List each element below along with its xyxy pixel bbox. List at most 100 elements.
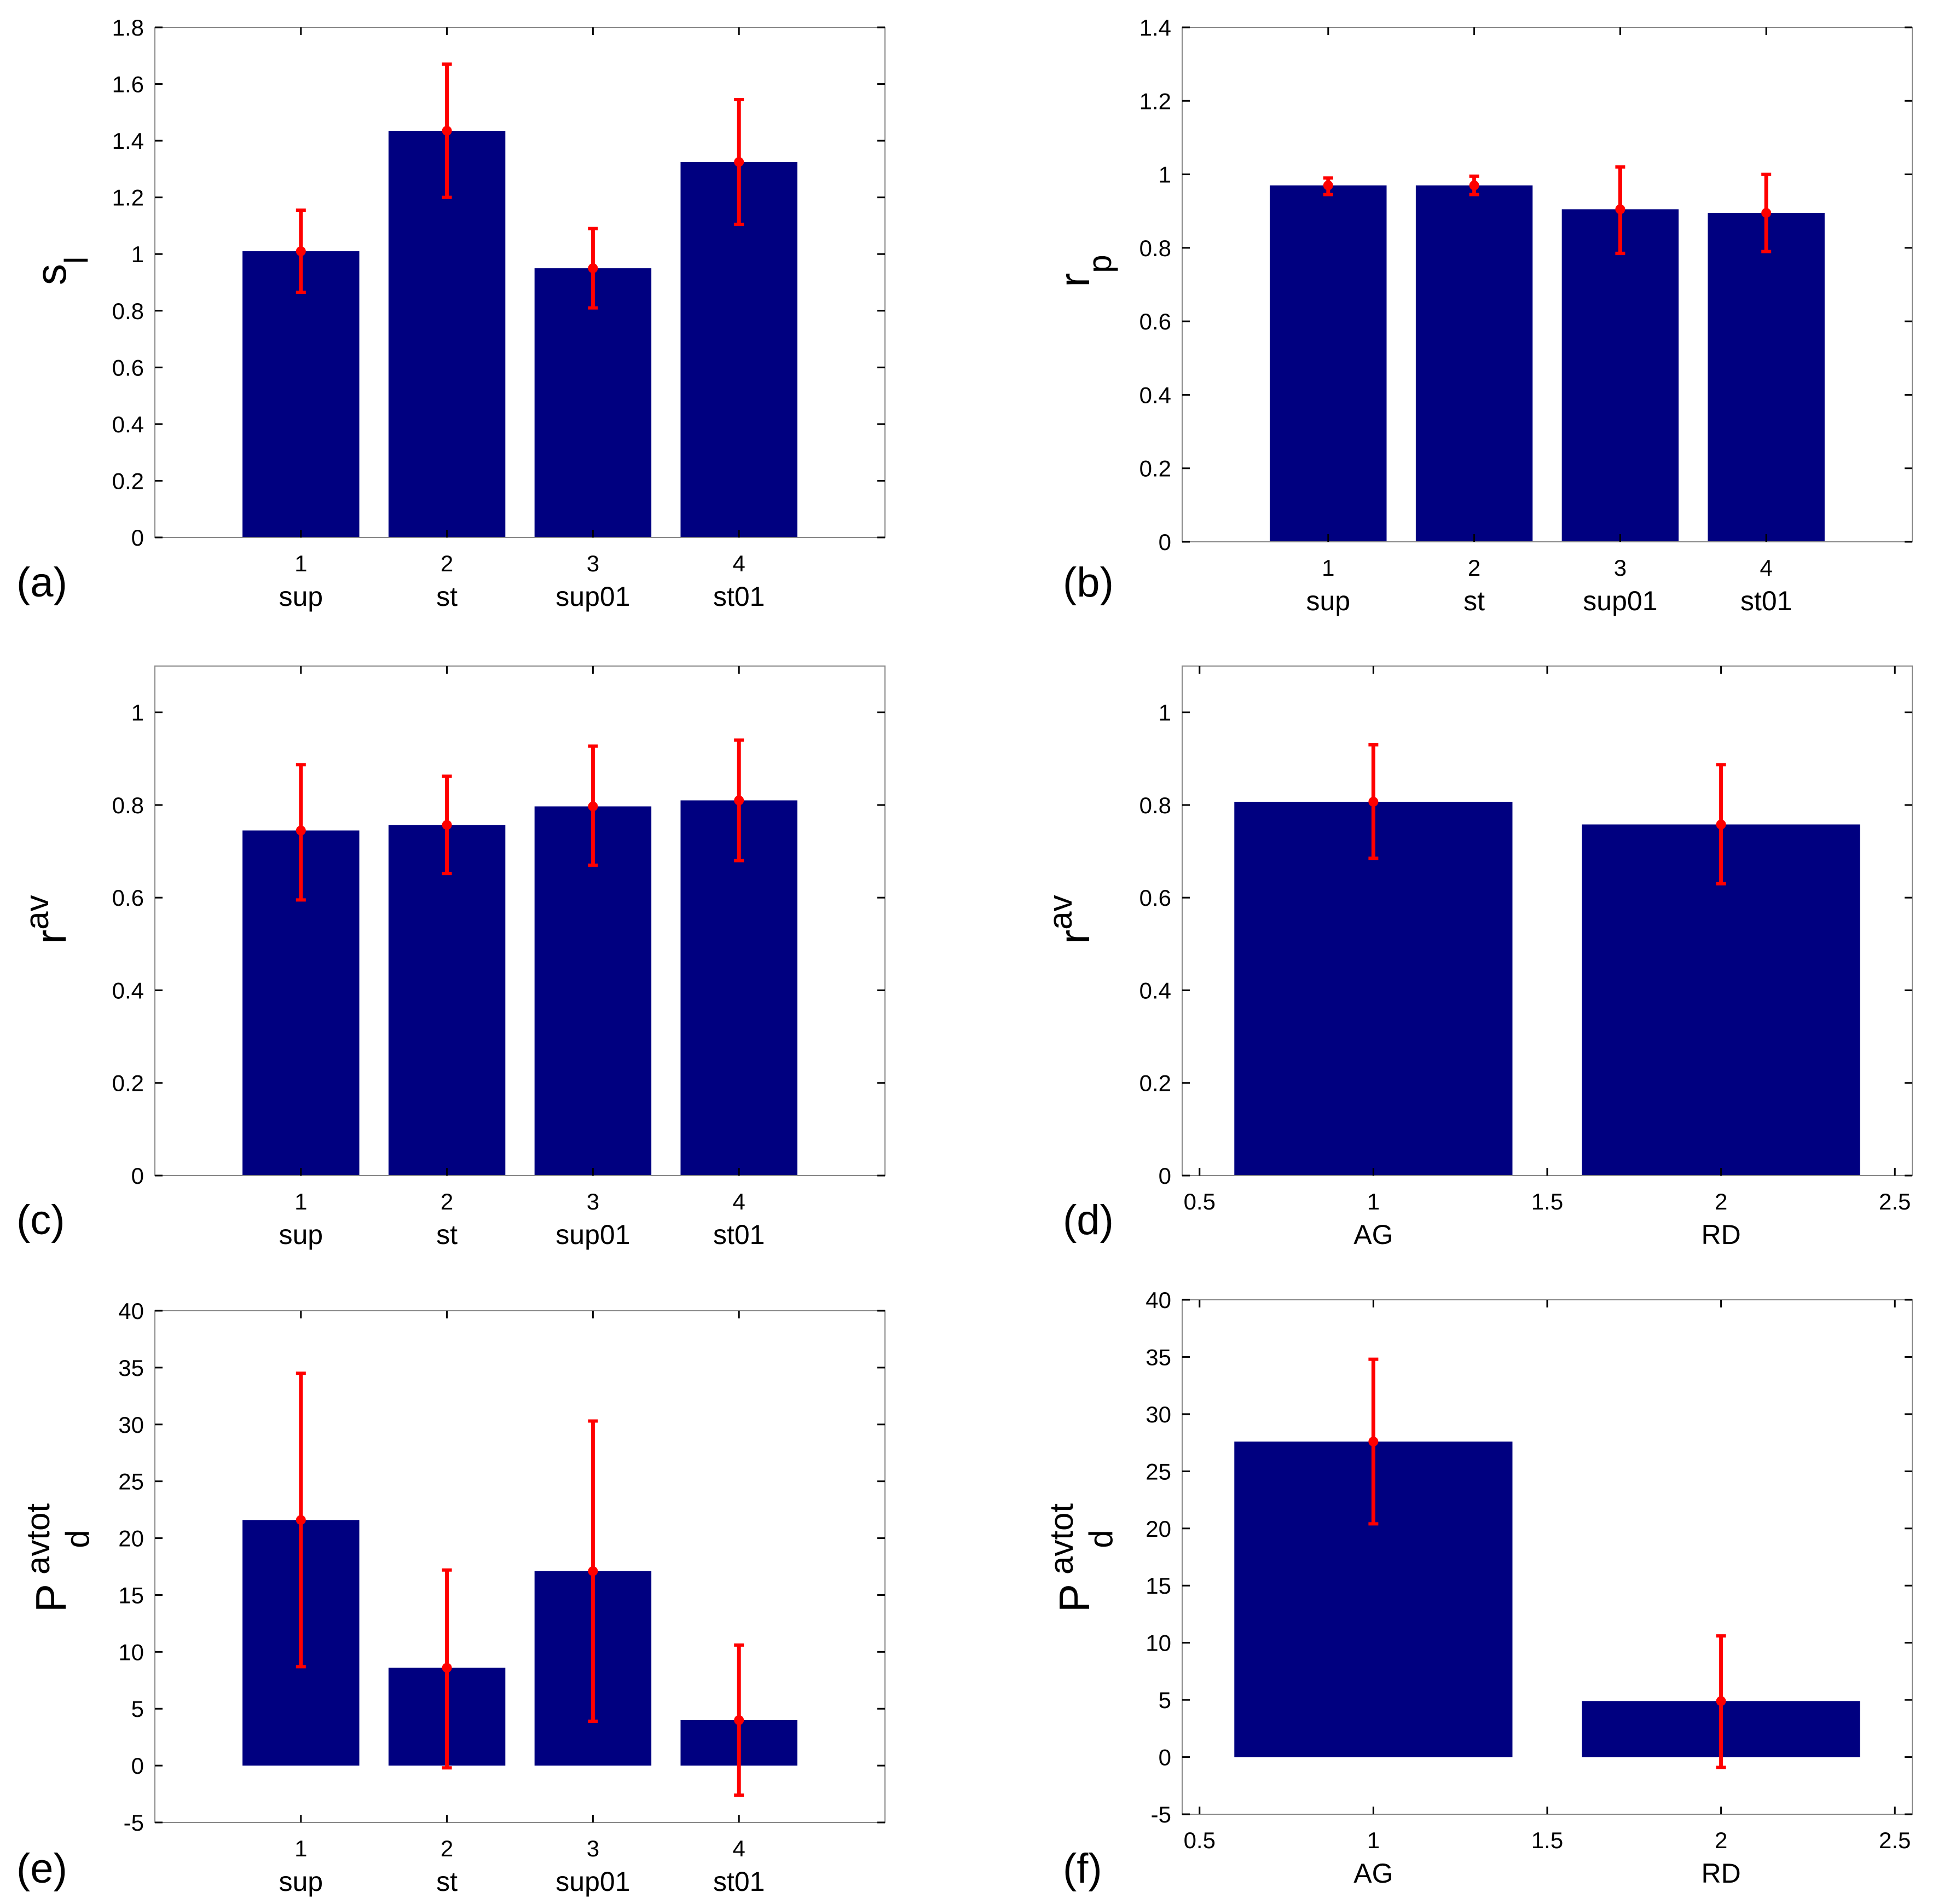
y-tick-label: 0.2: [112, 1070, 144, 1096]
category-label-st: st: [436, 1219, 458, 1250]
error-bar-mean-point: [734, 1715, 744, 1725]
y-axis-label: sl: [27, 257, 95, 285]
y-tick-label: 0.4: [112, 412, 144, 437]
y-axis-label-main: P: [27, 1584, 75, 1612]
error-bar-mean-point: [734, 157, 744, 167]
x-tick-label: 1.5: [1531, 1827, 1563, 1853]
y-tick-label: 5: [1159, 1687, 1171, 1713]
y-axis-label: Pavtotd: [1043, 1503, 1119, 1612]
error-bar-sup01: [588, 1419, 598, 1723]
y-axis-label-sup: avtot: [20, 1503, 56, 1575]
error-bar-mean-point: [1761, 208, 1772, 218]
error-bar-st: [1469, 174, 1479, 196]
category-label-sup01: sup01: [1583, 586, 1657, 616]
x-tick-label: 1: [1322, 555, 1334, 581]
x-tick-label: 0.5: [1184, 1189, 1216, 1214]
x-tick-label: 1: [1367, 1827, 1380, 1853]
y-tick-label: 20: [1145, 1516, 1171, 1542]
y-tick-label: 0.8: [1139, 792, 1171, 818]
error-bar-mean-point: [1615, 204, 1625, 215]
category-label-st: st: [436, 1866, 458, 1897]
y-tick-label: 0: [131, 1753, 144, 1779]
category-label-sup01: sup01: [556, 1219, 630, 1250]
category-label-sup: sup: [279, 1219, 323, 1250]
error-bar-sup01: [588, 227, 598, 310]
y-tick-label: 1: [1159, 162, 1171, 188]
y-axis-label-sup: av: [19, 895, 55, 929]
y-tick-label: 0.8: [112, 792, 144, 818]
category-label-st: st: [1463, 586, 1485, 616]
x-tick-label: 2: [441, 1189, 453, 1214]
y-tick-label: 25: [1145, 1459, 1171, 1484]
error-bar-st01: [734, 1643, 744, 1797]
category-label-AG: AG: [1353, 1858, 1393, 1889]
y-axis-label-text: rp: [1050, 254, 1118, 287]
y-axis-label-sub: d: [59, 1530, 96, 1548]
x-tick-label: 4: [1760, 555, 1773, 581]
panel-label-e: (e): [16, 1845, 67, 1892]
x-tick-label: 2: [1715, 1827, 1727, 1853]
panel-label-a: (a): [16, 559, 67, 606]
category-label-RD: RD: [1702, 1219, 1741, 1250]
error-bar-mean-point: [734, 795, 744, 806]
y-tick-label: 1: [1159, 700, 1171, 726]
y-axis-label-text: Pavtotd: [20, 1503, 96, 1612]
axes-box: [154, 27, 886, 538]
category-label-st01: st01: [713, 1219, 765, 1250]
x-tick-label: 1: [294, 551, 307, 576]
y-tick-label: 1: [131, 700, 144, 726]
category-label-sup: sup: [1306, 586, 1350, 616]
y-tick-label: 25: [118, 1469, 144, 1495]
category-label-RD: RD: [1702, 1858, 1741, 1889]
error-bar-mean-point: [442, 1663, 452, 1673]
y-axis-label-sup: av: [1042, 895, 1079, 929]
x-tick-label: 2.5: [1879, 1189, 1911, 1214]
error-bar-mean-point: [1323, 180, 1333, 190]
axes-box: [1182, 27, 1913, 542]
category-label-st01: st01: [1740, 586, 1792, 616]
category-label-sup: sup: [279, 1866, 323, 1897]
x-tick-label: 2: [441, 551, 453, 576]
category-label-st: st: [436, 581, 458, 612]
bar-st01: [1708, 213, 1825, 542]
y-tick-label: -5: [1151, 1802, 1171, 1827]
y-tick-label: 30: [1145, 1402, 1171, 1427]
y-tick-label: 0: [1159, 1163, 1171, 1189]
y-tick-label: 0: [1159, 1745, 1171, 1770]
error-bar-sup: [296, 208, 306, 294]
y-axis-label: Pavtotd: [20, 1503, 96, 1612]
bar-sup01: [534, 268, 652, 537]
bar-st01: [680, 800, 797, 1176]
y-axis-label-text: sl: [27, 257, 95, 285]
y-axis-label-sub: d: [1083, 1530, 1119, 1548]
y-tick-label: 20: [118, 1526, 144, 1552]
y-axis-label: rp: [1050, 254, 1118, 287]
y-axis-label-sub: l: [58, 257, 95, 264]
y-axis-label-sub: p: [1081, 254, 1118, 273]
y-tick-label: 1.4: [112, 128, 144, 154]
bar-st: [388, 825, 506, 1176]
error-bar-sup: [296, 763, 306, 902]
y-axis-label-text: rav: [19, 895, 75, 944]
panel-label-d: (d): [1063, 1197, 1114, 1243]
bar-sup: [242, 251, 360, 537]
y-axis-label: rav: [1042, 895, 1098, 944]
bar-sup01: [534, 806, 652, 1176]
y-tick-label: 35: [1145, 1344, 1171, 1370]
y-tick-label: 0: [131, 1163, 144, 1189]
error-bar-mean-point: [1469, 180, 1479, 190]
bar-sup: [1270, 185, 1387, 542]
error-bar-RD: [1716, 763, 1726, 886]
error-bar-AG: [1368, 743, 1379, 860]
panel-b: 0 0.2 0.4 0.6 0.8 1 1.2 1.4 1 2 3 4 sup st sup01 st01 rp…: [1050, 15, 1913, 616]
y-tick-label: 1.4: [1139, 15, 1171, 40]
y-tick-label: 1: [131, 241, 144, 267]
y-tick-label: 0.4: [112, 977, 144, 1003]
y-axis-label-text: Pavtotd: [1043, 1503, 1119, 1612]
y-tick-label: 0.4: [1139, 977, 1171, 1003]
error-bar-sup01: [1615, 165, 1625, 255]
error-bar-st01: [1761, 172, 1772, 253]
y-tick-label: 40: [1145, 1287, 1171, 1313]
error-bar-mean-point: [588, 1566, 598, 1576]
